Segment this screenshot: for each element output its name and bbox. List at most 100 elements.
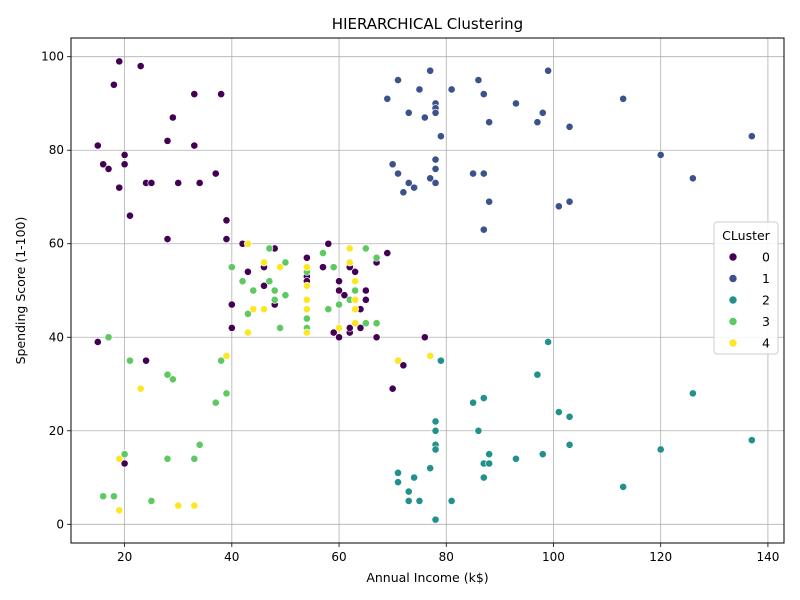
data-point-cluster-2 xyxy=(544,338,553,346)
data-point-cluster-3 xyxy=(120,450,129,459)
data-point-cluster-1 xyxy=(544,66,553,75)
legend-marker-2 xyxy=(728,295,738,305)
data-point-cluster-0 xyxy=(104,165,113,173)
data-point-cluster-0 xyxy=(399,361,408,370)
data-point-cluster-4 xyxy=(351,295,360,304)
y-tick-label: 100 xyxy=(41,50,64,64)
data-point-cluster-0 xyxy=(120,150,129,159)
data-point-cluster-2 xyxy=(415,497,424,505)
data-point-cluster-0 xyxy=(190,90,199,99)
data-point-cluster-0 xyxy=(211,169,220,178)
data-point-cluster-0 xyxy=(93,338,102,346)
data-point-cluster-1 xyxy=(431,108,440,117)
data-point-cluster-2 xyxy=(394,468,402,477)
data-point-cluster-0 xyxy=(222,235,231,243)
data-point-cluster-3 xyxy=(244,309,252,318)
plot-frame xyxy=(70,37,785,544)
data-point-cluster-2 xyxy=(538,450,547,459)
x-axis-label: Annual Income (k$) xyxy=(366,570,488,585)
data-point-cluster-3 xyxy=(302,314,311,323)
data-point-cluster-2 xyxy=(619,482,628,491)
data-point-cluster-0 xyxy=(227,300,236,309)
x-tick-label: 40 xyxy=(224,550,239,564)
data-point-cluster-3 xyxy=(372,253,381,262)
data-point-cluster-1 xyxy=(431,165,440,173)
data-point-cluster-4 xyxy=(115,506,124,515)
legend-entries: 0 1 2 3 4 xyxy=(728,250,770,351)
data-point-cluster-2 xyxy=(447,497,456,505)
data-point-cluster-0 xyxy=(195,179,204,187)
data-point-cluster-0 xyxy=(142,356,150,365)
data-point-cluster-0 xyxy=(329,328,338,337)
legend-label-3: 3 xyxy=(762,314,770,329)
data-point-cluster-3 xyxy=(265,244,274,253)
data-point-cluster-0 xyxy=(115,57,124,66)
data-point-cluster-0 xyxy=(126,211,134,220)
data-point-cluster-2 xyxy=(656,445,665,454)
data-point-cluster-4 xyxy=(302,295,311,304)
data-point-cluster-0 xyxy=(361,286,370,295)
data-point-cluster-2 xyxy=(394,478,402,487)
data-point-cluster-3 xyxy=(335,300,343,309)
data-point-cluster-0 xyxy=(351,267,360,276)
data-point-cluster-4 xyxy=(244,239,252,248)
data-point-cluster-1 xyxy=(538,108,547,117)
data-point-cluster-1 xyxy=(485,197,494,206)
data-point-cluster-4 xyxy=(136,384,145,393)
data-point-cluster-3 xyxy=(361,319,370,328)
data-point-cluster-2 xyxy=(533,370,542,379)
data-points xyxy=(93,57,756,524)
data-point-cluster-4 xyxy=(222,352,231,360)
data-point-cluster-2 xyxy=(469,398,477,407)
data-point-cluster-4 xyxy=(244,328,252,337)
data-point-cluster-0 xyxy=(217,90,226,99)
data-point-cluster-1 xyxy=(479,225,488,234)
y-tick-label: 40 xyxy=(49,330,64,344)
data-point-cluster-0 xyxy=(345,324,354,332)
data-point-cluster-3 xyxy=(361,244,370,253)
data-point-cluster-4 xyxy=(426,352,435,360)
data-point-cluster-2 xyxy=(436,356,445,365)
data-point-cluster-3 xyxy=(324,305,333,314)
data-point-cluster-4 xyxy=(302,328,311,337)
data-point-cluster-3 xyxy=(270,295,279,304)
data-point-cluster-3 xyxy=(372,319,381,328)
data-point-cluster-3 xyxy=(126,356,134,365)
data-point-cluster-2 xyxy=(565,412,574,421)
data-point-cluster-0 xyxy=(383,249,392,257)
data-point-cluster-1 xyxy=(394,169,402,178)
data-point-cluster-3 xyxy=(351,286,360,295)
data-point-cluster-3 xyxy=(227,263,236,272)
legend-marker-4 xyxy=(728,338,738,348)
data-point-cluster-1 xyxy=(565,122,574,131)
data-point-cluster-2 xyxy=(485,450,494,459)
y-tick-label: 80 xyxy=(49,143,64,157)
data-point-cluster-4 xyxy=(302,305,311,314)
data-point-cluster-1 xyxy=(474,76,483,84)
data-point-cluster-0 xyxy=(420,333,429,342)
data-point-cluster-4 xyxy=(249,305,258,314)
data-point-cluster-3 xyxy=(222,389,231,398)
data-point-cluster-2 xyxy=(512,454,520,463)
data-point-cluster-3 xyxy=(276,324,284,332)
data-point-cluster-4 xyxy=(351,305,360,314)
legend-marker-3 xyxy=(728,317,738,326)
data-point-cluster-4 xyxy=(190,501,199,510)
data-point-cluster-3 xyxy=(281,291,290,300)
data-point-cluster-2 xyxy=(688,389,697,398)
data-point-cluster-3 xyxy=(109,492,118,501)
x-tick-label: 120 xyxy=(649,550,672,564)
data-point-cluster-1 xyxy=(404,108,413,117)
data-point-cluster-0 xyxy=(120,160,129,169)
data-point-cluster-0 xyxy=(120,459,129,468)
data-point-cluster-3 xyxy=(104,333,113,342)
x-tick-label: 20 xyxy=(117,550,132,564)
data-point-cluster-0 xyxy=(340,291,349,300)
data-point-cluster-3 xyxy=(281,258,290,267)
data-point-cluster-1 xyxy=(431,155,440,164)
x-tick-label: 80 xyxy=(439,550,454,564)
data-point-cluster-1 xyxy=(619,94,628,103)
data-point-cluster-2 xyxy=(431,417,440,426)
legend-marker-1 xyxy=(728,274,738,283)
data-point-cluster-3 xyxy=(195,440,204,449)
